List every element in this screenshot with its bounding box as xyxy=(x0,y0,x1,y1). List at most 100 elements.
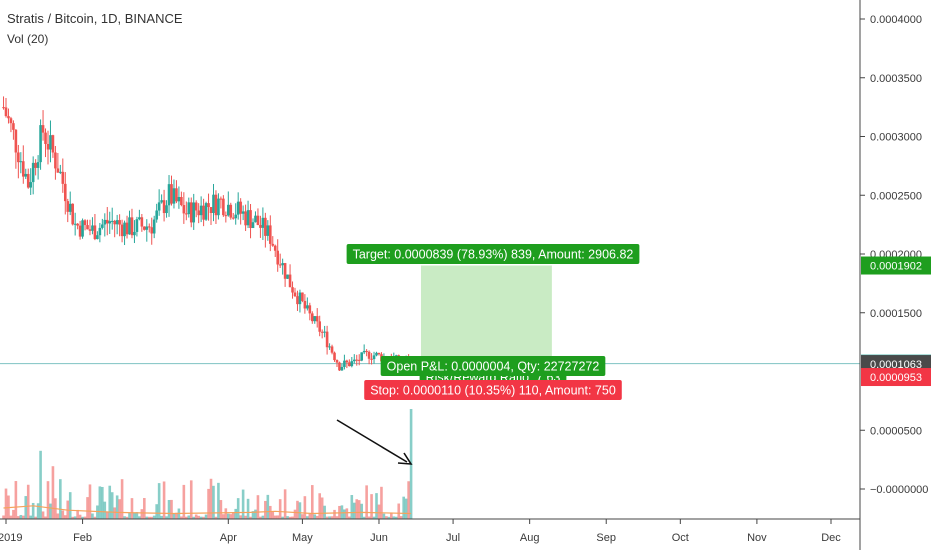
candle-body xyxy=(328,346,331,348)
candle-body xyxy=(180,196,183,206)
volume-bar xyxy=(192,516,196,519)
candle-body xyxy=(133,231,136,236)
candle-body xyxy=(197,210,200,216)
candle-body xyxy=(348,362,351,367)
candle-body xyxy=(367,351,371,359)
candle-body xyxy=(335,360,339,363)
volume-bar xyxy=(254,509,257,519)
candle-body xyxy=(278,264,282,266)
candle-body xyxy=(118,220,121,225)
volume-bar xyxy=(162,481,166,519)
volume-bar xyxy=(86,497,89,519)
candle-body xyxy=(93,225,97,240)
candle-body xyxy=(56,168,60,173)
volume-bar xyxy=(78,514,82,519)
candle-body xyxy=(246,210,250,226)
volume-bar xyxy=(394,516,398,519)
candle-body xyxy=(29,182,33,188)
time-tick-label: Feb xyxy=(73,532,92,544)
volume-bar xyxy=(377,504,381,519)
volume-bar xyxy=(345,508,349,519)
candle-body xyxy=(135,219,139,232)
volume-bar xyxy=(229,514,233,519)
volume-bar xyxy=(256,495,260,519)
candle-body xyxy=(209,207,213,214)
candle-body xyxy=(365,350,368,352)
candle-body xyxy=(219,198,223,200)
volume-bar xyxy=(125,516,129,519)
volume-bar xyxy=(140,509,144,519)
volume-bar xyxy=(303,496,307,519)
candle-body xyxy=(98,227,102,236)
candle-body xyxy=(44,132,47,144)
candle-body xyxy=(9,118,13,124)
volume-bar xyxy=(264,500,267,519)
volume-bar xyxy=(217,482,220,519)
time-axis[interactable]: 2019 Feb Apr May Jun Jul Aug Sep Oct Nov Dec xyxy=(0,518,860,544)
volume-bar xyxy=(382,513,386,519)
volume-bar xyxy=(59,479,62,519)
volume-bar xyxy=(306,516,309,519)
candle-body xyxy=(286,274,289,279)
volume-bar xyxy=(298,502,302,519)
volume-bar xyxy=(21,515,25,519)
candle-body xyxy=(34,162,37,168)
candle-body xyxy=(24,173,28,177)
volume-bar xyxy=(157,483,161,519)
volume-bar xyxy=(320,497,324,519)
candle-body xyxy=(59,171,62,173)
volume-bar xyxy=(150,516,154,519)
price-tick-label: 0.0004000 xyxy=(870,14,922,26)
position-labels: Target: 0.0000839 (78.93%) 839, Amount: … xyxy=(346,244,640,400)
volume-bar xyxy=(360,503,363,519)
volume-bar xyxy=(293,509,297,519)
candle-body xyxy=(14,129,18,153)
candle-body xyxy=(71,203,74,225)
candle-body xyxy=(54,152,57,169)
volume-bar xyxy=(407,481,410,519)
price-tick-label: 0.0003000 xyxy=(870,132,922,144)
volume-bar xyxy=(170,499,173,519)
volume-bar xyxy=(239,515,242,519)
time-tick-label: Oct xyxy=(672,532,689,544)
volume-bar xyxy=(51,466,55,519)
candle-body xyxy=(61,171,65,184)
time-tick-label: Nov xyxy=(747,532,767,544)
chart-title: Stratis / Bitcoin, 1D, BINANCE xyxy=(7,11,183,26)
arrow-head xyxy=(397,452,413,465)
volume-bar xyxy=(81,516,84,519)
candle-body xyxy=(306,305,309,309)
volume-bar xyxy=(318,493,321,519)
volume-bar xyxy=(187,515,191,519)
candle-body xyxy=(88,229,92,231)
candle-body xyxy=(320,331,324,333)
volume-bar xyxy=(241,489,245,519)
candle-body xyxy=(236,201,240,215)
volume-bar xyxy=(380,486,383,519)
price-axis[interactable]: 0.0004000 0.0003500 0.0003000 0.0002500 0.00… xyxy=(859,0,928,550)
time-tick-label: 2019 xyxy=(0,532,22,544)
volume-bar xyxy=(120,479,124,519)
volume-bar xyxy=(328,516,331,519)
volume-bar xyxy=(138,516,141,519)
volume-bar xyxy=(135,512,139,519)
candle-body xyxy=(360,352,363,361)
candle-body xyxy=(41,125,45,133)
candle-body xyxy=(2,107,5,109)
volume-bar xyxy=(56,513,60,519)
volume-bar xyxy=(375,493,378,519)
volume-bar xyxy=(330,516,334,519)
volume-bar xyxy=(24,496,28,519)
volume-bar xyxy=(93,516,97,519)
candle-body xyxy=(375,352,378,356)
volume-bar xyxy=(31,502,35,519)
candle-body xyxy=(26,173,30,188)
volume-bar xyxy=(310,485,314,519)
volume-bar xyxy=(147,516,151,519)
volume-bar xyxy=(39,450,42,519)
volume-bar xyxy=(9,515,13,519)
target-label-box xyxy=(346,244,640,264)
candle-body xyxy=(249,210,252,229)
volume-bar xyxy=(197,515,200,519)
